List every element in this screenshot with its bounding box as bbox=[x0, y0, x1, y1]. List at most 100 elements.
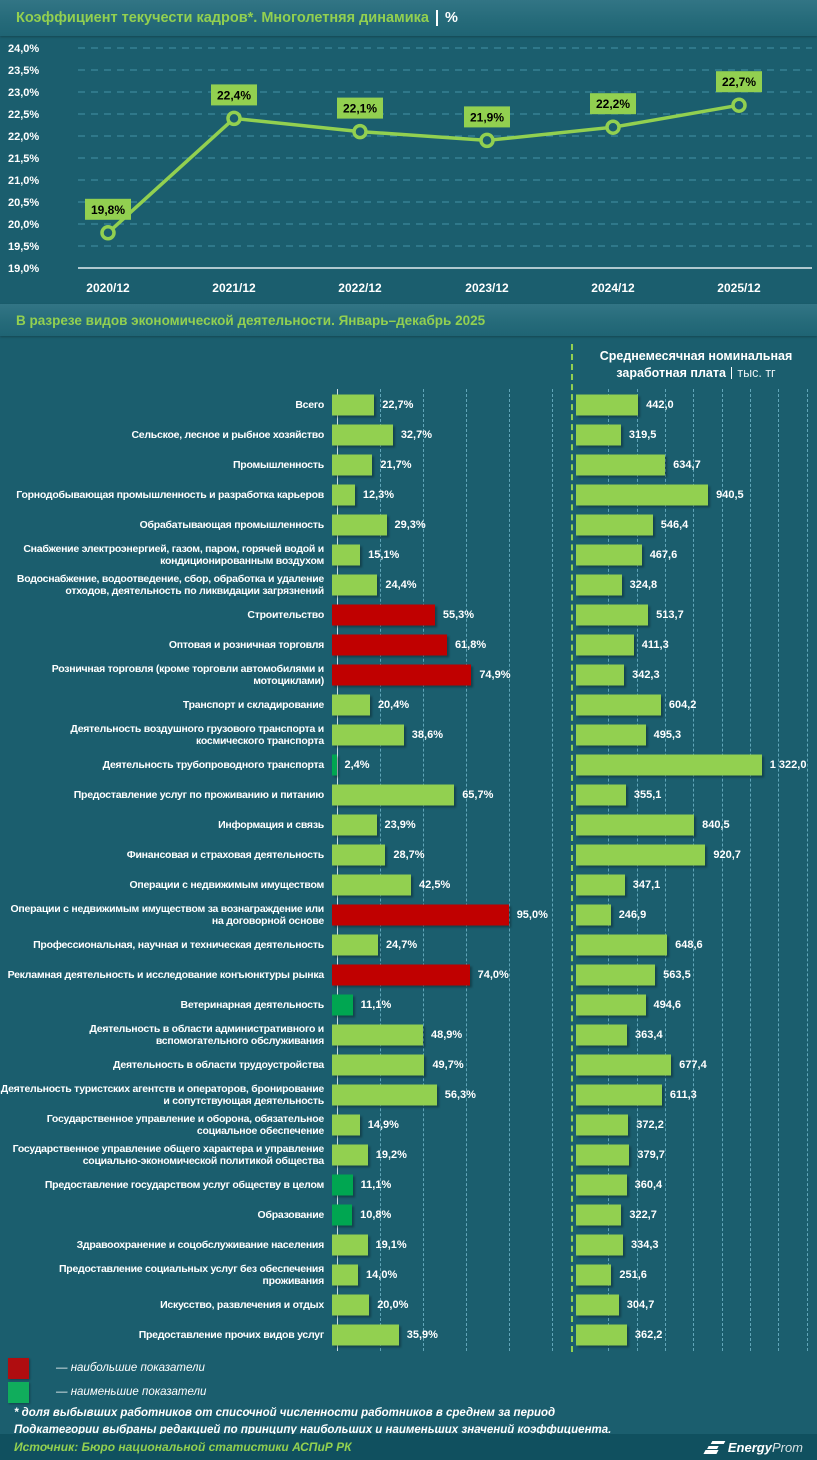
salary-bar bbox=[576, 1174, 627, 1196]
salary-value: 347,1 bbox=[632, 879, 661, 891]
salary-bar-cell: 648,6 bbox=[575, 930, 817, 960]
logo-text-light: Prom bbox=[771, 1439, 803, 1455]
salary-bar-cell: 1 322,0 bbox=[575, 750, 817, 780]
salary-bar-cell: 611,3 bbox=[575, 1080, 817, 1110]
column-gap bbox=[566, 390, 575, 420]
gridline bbox=[423, 389, 424, 1351]
salary-bar-cell: 940,5 bbox=[575, 480, 817, 510]
salary-bar bbox=[576, 934, 668, 956]
legend-swatch bbox=[8, 1357, 29, 1379]
turnover-bar-cell: 22,7% bbox=[331, 390, 566, 420]
column-gap bbox=[566, 1050, 575, 1080]
gridline bbox=[637, 389, 638, 1351]
category-label: Всего bbox=[295, 399, 324, 411]
turnover-bar-cell: 42,5% bbox=[331, 870, 566, 900]
industry-row: Сельское, лесное и рыбное хозяйство 32,7%… bbox=[0, 420, 817, 450]
svg-text:19,5%: 19,5% bbox=[8, 241, 39, 253]
column-gap bbox=[566, 1140, 575, 1170]
column-gap bbox=[566, 780, 575, 810]
gridline bbox=[750, 389, 751, 1351]
turnover-bar-cell: 32,7% bbox=[331, 420, 566, 450]
column-gap bbox=[566, 540, 575, 570]
turnover-bar-cell: 21,7% bbox=[331, 450, 566, 480]
turnover-bar-cell: 24,4% bbox=[331, 570, 566, 600]
turnover-value: 95,0% bbox=[516, 909, 548, 921]
gridline bbox=[807, 389, 808, 1351]
turnover-bar-cell: 49,7% bbox=[331, 1050, 566, 1080]
svg-text:21,9%: 21,9% bbox=[470, 110, 504, 124]
svg-text:2022/12: 2022/12 bbox=[338, 281, 382, 295]
category-label: Деятельность в области административного… bbox=[89, 1023, 324, 1047]
salary-bar-cell: 546,4 bbox=[575, 510, 817, 540]
page-title: Коэффициент текучести кадров*. Многолетн… bbox=[16, 10, 429, 26]
turnover-bar bbox=[332, 484, 355, 506]
turnover-axis-line bbox=[337, 389, 338, 1351]
category-label: Операции с недвижимым имуществом за возн… bbox=[10, 903, 325, 927]
energyprom-logo-icon bbox=[703, 1440, 726, 1454]
industry-row: Здравоохранение и соцобслуживание населе… bbox=[0, 1230, 817, 1260]
industry-row: Операции с недвижимым имуществом за возн… bbox=[0, 900, 817, 930]
column-gap bbox=[566, 1260, 575, 1290]
gridline bbox=[778, 389, 779, 1351]
category-label: Рекламная деятельность и исследование ко… bbox=[7, 969, 325, 981]
salary-bar-cell: 467,6 bbox=[575, 540, 817, 570]
gridline bbox=[722, 389, 723, 1351]
category-label: Снабжение электроэнергией, газом, паром,… bbox=[23, 543, 324, 567]
turnover-bar bbox=[332, 1294, 370, 1316]
salary-value: 246,9 bbox=[618, 909, 647, 921]
turnover-bar bbox=[332, 844, 386, 866]
source-bar: Источник: Бюро национальной статистики А… bbox=[0, 1434, 817, 1460]
column-gap bbox=[566, 1230, 575, 1260]
gridline bbox=[380, 389, 381, 1351]
salary-value: 319,5 bbox=[628, 429, 657, 441]
salary-value: 940,5 bbox=[716, 489, 744, 501]
industry-row: Образование 10,8% 322,7 bbox=[0, 1200, 817, 1230]
turnover-value: 10,8% bbox=[360, 1209, 392, 1221]
category-label: Ветеринарная деятельность bbox=[180, 999, 325, 1011]
salary-value: 363,4 bbox=[635, 1029, 663, 1041]
industry-row: Деятельность туристских агентств и опера… bbox=[0, 1080, 817, 1110]
column-gap bbox=[566, 1200, 575, 1230]
salary-bar-cell: 246,9 bbox=[575, 900, 817, 930]
salary-bar bbox=[576, 574, 622, 596]
turnover-bar bbox=[332, 724, 404, 746]
svg-text:23,0%: 23,0% bbox=[8, 87, 39, 99]
turnover-value: 20,0% bbox=[377, 1299, 409, 1311]
industry-row: Государственное управление общего характ… bbox=[0, 1140, 817, 1170]
top-header-band: Коэффициент текучести кадров*. Многолетн… bbox=[0, 0, 817, 36]
column-gap bbox=[566, 1290, 575, 1320]
turnover-value: 14,9% bbox=[367, 1119, 399, 1131]
turnover-bar bbox=[332, 934, 378, 956]
turnover-bar bbox=[332, 454, 373, 476]
turnover-bar-cell: 29,3% bbox=[331, 510, 566, 540]
column-gap bbox=[566, 420, 575, 450]
turnover-bar bbox=[332, 604, 435, 626]
salary-bar-cell: 920,7 bbox=[575, 840, 817, 870]
turnover-value: 12,3% bbox=[362, 489, 395, 501]
svg-text:19,8%: 19,8% bbox=[91, 203, 125, 217]
salary-value: 563,5 bbox=[663, 969, 691, 981]
salary-value: 442,0 bbox=[646, 399, 674, 411]
turnover-value: 19,2% bbox=[375, 1149, 407, 1161]
turnover-bar-cell: 15,1% bbox=[331, 540, 566, 570]
svg-text:22,2%: 22,2% bbox=[596, 97, 630, 111]
legend-swatch bbox=[8, 1381, 29, 1403]
turnover-bar-cell: 20,4% bbox=[331, 690, 566, 720]
turnover-bar-cell: 14,9% bbox=[331, 1110, 566, 1140]
category-label: Финансовая и страховая деятельность bbox=[126, 849, 325, 861]
legend-label: — наибольшие показатели bbox=[56, 1362, 205, 1374]
salary-value: 604,2 bbox=[668, 699, 697, 711]
turnover-value: 24,4% bbox=[385, 579, 417, 591]
turnover-bar bbox=[332, 1234, 368, 1256]
industry-row: Ветеринарная деятельность 11,1% 494,6 bbox=[0, 990, 817, 1020]
industry-row: Деятельность трубопроводного транспорта 2… bbox=[0, 750, 817, 780]
turnover-value: 11,1% bbox=[360, 999, 392, 1011]
svg-text:20,0%: 20,0% bbox=[8, 219, 39, 231]
turnover-value: 32,7% bbox=[400, 429, 433, 441]
svg-text:22,0%: 22,0% bbox=[8, 131, 39, 143]
industry-row: Оптовая и розничная торговля 61,8% 411,3 bbox=[0, 630, 817, 660]
industry-row: Деятельность в области трудоустройства 49… bbox=[0, 1050, 817, 1080]
turnover-value: 38,6% bbox=[411, 729, 443, 741]
turnover-bar bbox=[332, 634, 447, 656]
energyprom-logo: Energy Prom bbox=[703, 1439, 803, 1455]
